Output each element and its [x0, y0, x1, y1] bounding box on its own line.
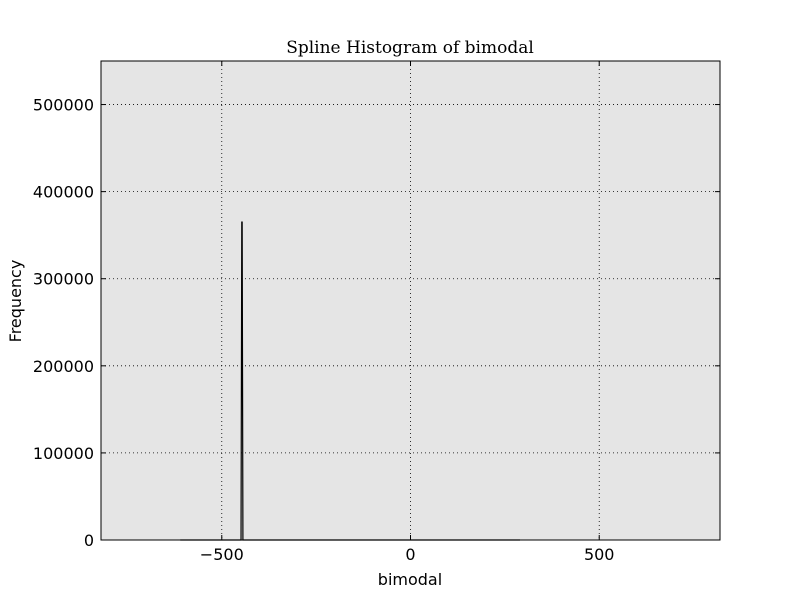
chart-title: Spline Histogram of bimodal [286, 38, 534, 58]
y-tick-label: 500000 [33, 96, 94, 115]
ticks: −500 0 500 0 100000 200000 300000 400000 500000 [33, 61, 720, 564]
x-tick-label: 500 [584, 545, 615, 564]
x-tick-label: 0 [405, 545, 415, 564]
y-tick-label: 300000 [33, 270, 94, 289]
y-tick-label: 200000 [33, 357, 94, 376]
plot-area [101, 61, 720, 540]
x-axis-label: bimodal [378, 570, 442, 589]
y-tick-label: 0 [84, 531, 94, 550]
y-tick-label: 400000 [33, 183, 94, 202]
y-tick-label: 100000 [33, 444, 94, 463]
x-tick-label: −500 [200, 545, 244, 564]
y-axis-label: Frequency [6, 260, 25, 343]
